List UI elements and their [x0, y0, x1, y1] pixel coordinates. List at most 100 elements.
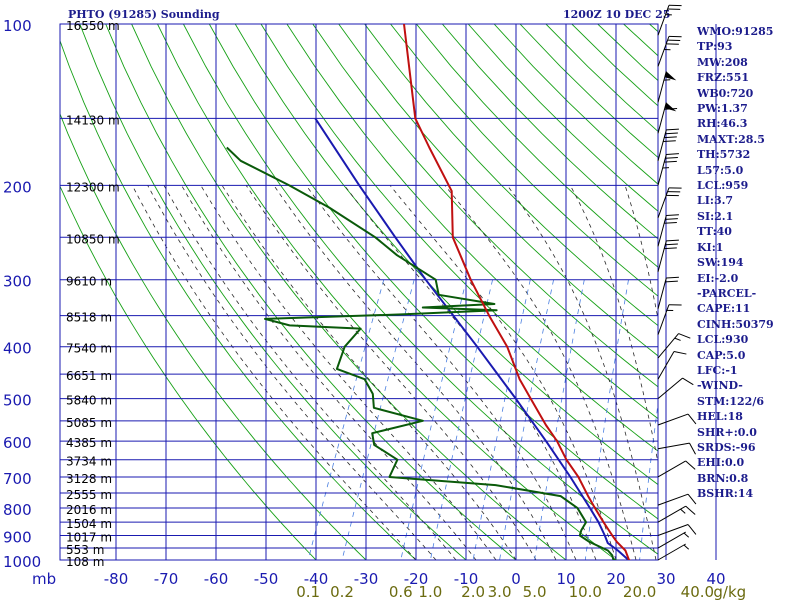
index-entry: FRZ:551: [697, 71, 750, 85]
dry-adiabat: [234, 24, 658, 486]
wind-barb: [657, 304, 682, 335]
height-label: 108 m: [66, 555, 104, 569]
moist-adiabat: [221, 185, 517, 560]
mixing-ratio-tick-label: 0.1: [296, 583, 320, 600]
pressure-tick-label: 1000: [3, 553, 41, 571]
temperature-tick-label: 0: [511, 570, 521, 588]
wind-barb: [657, 351, 687, 380]
wind-barb: [657, 442, 696, 455]
wind-barb: [657, 413, 697, 426]
height-label: 2016 m: [66, 503, 112, 517]
height-label: 16550 m: [66, 19, 120, 33]
mixing-ratio-tick-label: 5.0: [523, 583, 547, 600]
pressure-tick-label: 300: [3, 273, 32, 291]
mixing-ratio-line: [472, 279, 531, 560]
index-entry: CAP:5.0: [697, 348, 746, 362]
wind-barb: [657, 187, 682, 219]
temperature-tick-label: -60: [204, 570, 229, 588]
moist-adiabat: [131, 185, 417, 560]
pressure-unit-label: mb: [32, 570, 56, 588]
mixing-ratio-tick-label: 10.0: [569, 583, 602, 600]
mixing-ratio-tick-label: 0.6: [389, 583, 413, 600]
index-entry: EI:-2.0: [697, 271, 739, 285]
mixing-ratio-tick-label: 2.0: [461, 583, 485, 600]
index-entry: PW:1.37: [697, 102, 748, 116]
dry-adiabat: [105, 24, 517, 560]
height-label: 7540 m: [66, 342, 112, 356]
index-entry: -PARCEL-: [697, 286, 757, 300]
mixing-ratio-line: [499, 279, 554, 560]
parcel-trace: [314, 117, 632, 560]
index-entry: BRN:0.8: [697, 471, 749, 485]
index-entry: TP:93: [697, 40, 733, 54]
height-label: 8518 m: [66, 311, 112, 325]
temperature-tick-label: -20: [404, 570, 429, 588]
wind-barb: [657, 543, 690, 561]
pressure-tick-label: 800: [3, 501, 32, 519]
pressure-tick-label: 200: [3, 178, 32, 196]
moist-adiabat: [273, 185, 557, 560]
index-entry: BSHR:14: [697, 487, 754, 501]
mixing-ratio-tick-label: 0.2: [330, 583, 354, 600]
moist-adiabat: [163, 185, 457, 560]
wind-barb: [657, 531, 690, 549]
wind-barb: [657, 35, 682, 67]
wind-barb: [657, 239, 679, 272]
temperature-profile: [403, 24, 632, 560]
height-label: 4385 m: [66, 436, 112, 450]
height-label: 2555 m: [66, 488, 112, 502]
dry-adiabat: [157, 24, 617, 560]
mixing-ratio-line: [400, 279, 467, 560]
moist-adiabat: [444, 185, 637, 560]
pressure-tick-label: 400: [3, 340, 32, 358]
height-label: 5840 m: [66, 394, 112, 408]
mixing-ratio-line: [341, 279, 415, 560]
index-entry: WB0:720: [697, 86, 754, 100]
mixing-ratio-tick-label: 20.0: [623, 583, 656, 600]
index-entry: RH:46.3: [697, 117, 748, 131]
temperature-tick-label: 10: [556, 570, 575, 588]
temperature-tick-label: 40: [706, 570, 725, 588]
wind-barb: [657, 460, 696, 478]
pressure-tick-label: 700: [3, 470, 32, 488]
height-label: 12300 m: [66, 180, 120, 194]
mixing-ratio-unit-label: g/kg: [713, 583, 746, 600]
wind-barb: [657, 4, 682, 36]
index-entry: STM:122/6: [697, 394, 764, 408]
index-entry: LI:3.7: [697, 194, 734, 208]
mixing-ratio-line: [430, 279, 493, 560]
wind-barb: [657, 377, 694, 400]
sounding-datetime: 1200Z 10 DEC 25: [563, 8, 671, 21]
plot-frame: [59, 23, 659, 561]
height-label: 14130 m: [66, 113, 120, 127]
dry-adiabat: [779, 24, 800, 560]
temperature-tick-label: -10: [454, 570, 479, 588]
temperature-tick-label: -30: [354, 570, 379, 588]
index-entry: TH:5732: [697, 148, 751, 162]
height-label: 5085 m: [66, 416, 112, 430]
wind-barb: [657, 276, 679, 310]
stability-indices-list: WMO:91285 TP:93 MW:208 FRZ:551 WB0:720 PW:1.3…: [697, 24, 774, 502]
index-entry: -WIND-: [697, 379, 743, 393]
temperature-tick-label: 30: [656, 570, 675, 588]
height-label: 3734 m: [66, 455, 112, 469]
mixing-ratio-tick-label: 3.0: [488, 583, 512, 600]
wind-barb: [657, 493, 697, 506]
pressure-tick-label: 500: [3, 392, 32, 410]
index-entry: SW:194: [697, 256, 744, 270]
height-label: 1017 m: [66, 530, 112, 544]
pressure-tick-label: 600: [3, 434, 32, 452]
page-title: PHTO (91285) Sounding: [68, 8, 220, 21]
temperature-tick-label: 20: [606, 570, 625, 588]
dry-adiabat: [60, 185, 317, 560]
index-entry: SI:2.1: [697, 209, 734, 223]
index-entry: SHR+:0.0: [697, 425, 757, 439]
wind-barb: [657, 524, 697, 536]
temperature-tick-label: -50: [254, 570, 279, 588]
height-label: 6651 m: [66, 369, 112, 383]
mixing-ratio-tick-label: 40.0: [681, 583, 714, 600]
index-entry: SRDS:-96: [697, 440, 756, 454]
temperature-tick-label: -70: [154, 570, 179, 588]
wind-barb: [657, 505, 696, 523]
